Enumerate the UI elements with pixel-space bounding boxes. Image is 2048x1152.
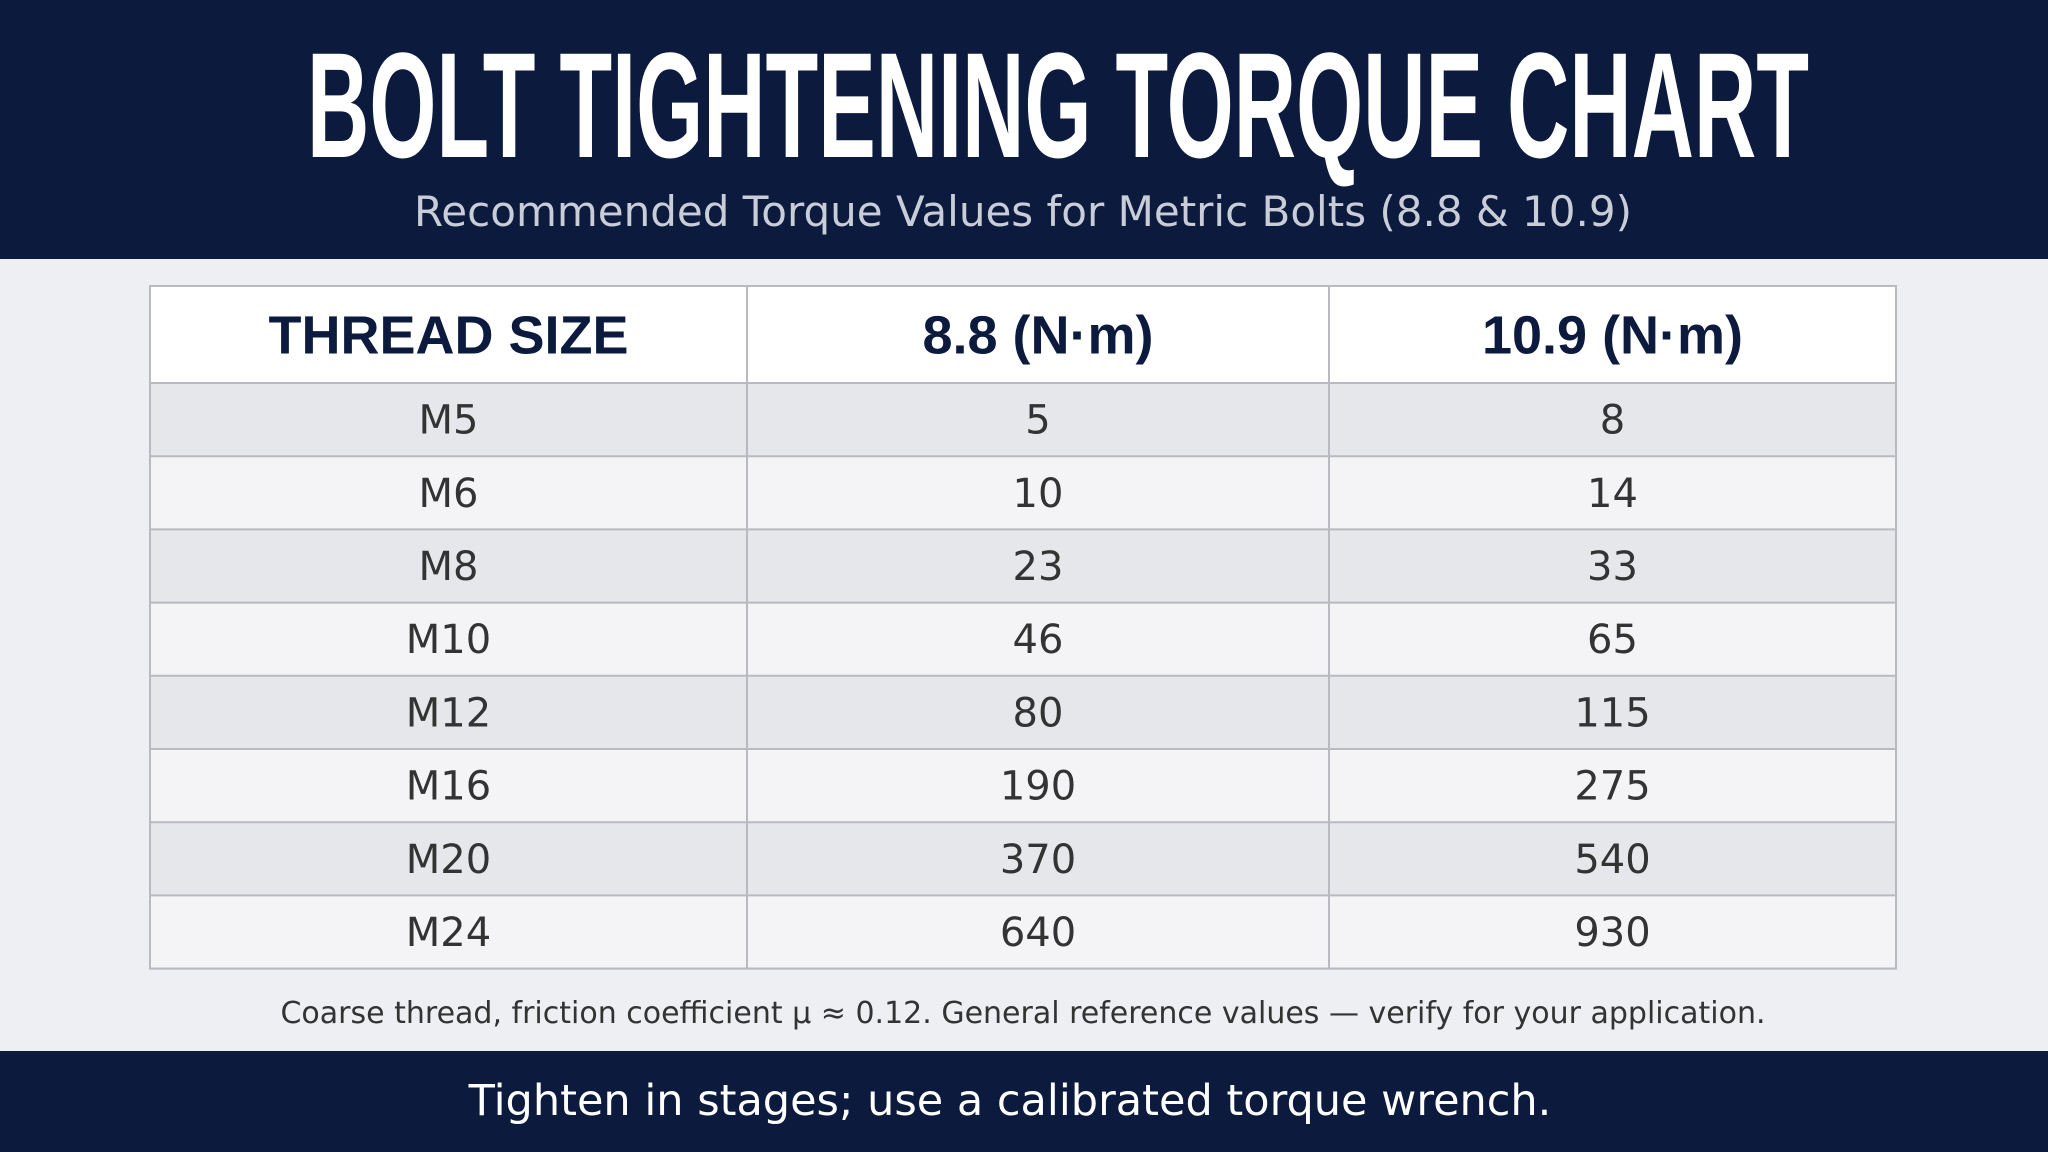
table-cell: 930	[1574, 910, 1650, 956]
table-cell: M10	[406, 617, 491, 663]
table-cell: 10	[1013, 471, 1064, 517]
table-row	[150, 456, 1896, 530]
table-cell: M24	[406, 910, 491, 956]
table-cell: 190	[1000, 764, 1076, 810]
table-cell: 80	[1013, 690, 1064, 736]
table-cell: M12	[406, 690, 491, 736]
table-row	[150, 383, 1896, 457]
footer-text: Tighten in stages; use a calibrated torq…	[468, 1076, 1552, 1126]
subtitle: Recommended Torque Values for Metric Bol…	[414, 187, 1632, 236]
column-header: THREAD SIZE	[268, 306, 628, 366]
table-row	[150, 749, 1896, 823]
header-band	[0, 0, 2048, 259]
table: THREAD SIZE 8.8 (N·m) 10.9 (N·m) M5 5 8 M6 10 14…	[149, 285, 1897, 970]
table-cell: 33	[1587, 544, 1638, 590]
footnote: Coarse thread, friction coefficient μ ≈ …	[280, 996, 1765, 1031]
table-cell: 5	[1025, 398, 1050, 444]
table-cell: 370	[1000, 837, 1076, 883]
table-row	[150, 675, 1896, 749]
column-header: 8.8 (N·m)	[922, 306, 1153, 366]
table-cell: 23	[1013, 544, 1064, 590]
table-cell: M6	[419, 471, 479, 517]
table-border	[149, 285, 1897, 970]
table-cell: M20	[406, 837, 491, 883]
table-cell: 8	[1600, 398, 1625, 444]
table-row	[150, 822, 1896, 896]
table-cell: 46	[1013, 617, 1064, 663]
table-cell: 115	[1574, 690, 1650, 736]
table-cell: 65	[1587, 617, 1638, 663]
footer-band	[0, 1051, 2048, 1152]
column-header: 10.9 (N·m)	[1482, 306, 1743, 366]
table-cell: M16	[406, 764, 491, 810]
table-cell: 14	[1587, 471, 1638, 517]
table-cell: M8	[419, 544, 479, 590]
table-row	[150, 602, 1896, 676]
table-cell: M5	[419, 398, 479, 444]
table-cell: 275	[1574, 764, 1650, 810]
table-row	[150, 529, 1896, 603]
header-row	[150, 286, 1896, 383]
table-row	[150, 895, 1896, 969]
table-cell: 640	[1000, 910, 1076, 956]
title: BOLT TIGHTENING TORQUE CHART	[307, 21, 1809, 189]
table-cell: 540	[1574, 837, 1650, 883]
